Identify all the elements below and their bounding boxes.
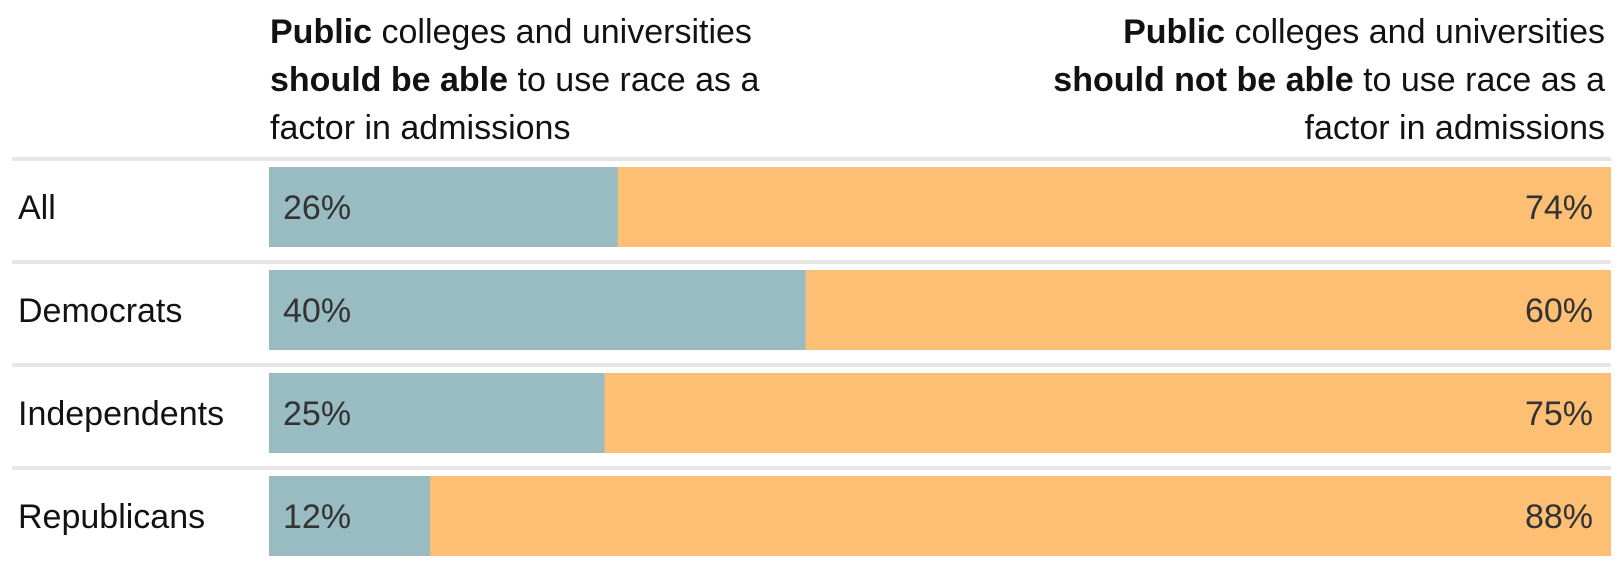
- bar-republicans-should-be-able: [269, 476, 431, 556]
- row-label-democrats: Democrats: [18, 292, 182, 330]
- header-right-text3: factor in admissions: [1304, 109, 1605, 147]
- row-separator: [12, 260, 1611, 264]
- row-label-independents: Independents: [18, 395, 224, 433]
- value-label-all-should-be-able: 26%: [283, 189, 351, 227]
- bar-independents-should-not-be-able: [604, 373, 1611, 453]
- value-label-democrats-should-not-be-able: 60%: [1525, 292, 1593, 330]
- bar-all-should-be-able: [269, 167, 618, 247]
- bar-democrats-should-not-be-able: [805, 270, 1611, 350]
- row-label-all: All: [18, 189, 56, 227]
- bar-all-should-not-be-able: [617, 167, 1611, 247]
- row-separator: [12, 466, 1611, 470]
- header-left-text3: factor in admissions: [270, 109, 571, 147]
- value-label-democrats-should-be-able: 40%: [283, 292, 351, 330]
- bar-republicans-should-not-be-able: [430, 476, 1611, 556]
- row-separator: [12, 363, 1611, 367]
- value-label-republicans-should-not-be-able: 88%: [1525, 498, 1593, 536]
- header-right-text2: to use race as a: [1353, 61, 1605, 99]
- header-left-text2: to use race as a: [508, 61, 760, 99]
- header-left-text1: colleges and universities: [372, 13, 752, 51]
- header-left-bold-should-be-able: should be able: [270, 61, 509, 99]
- value-label-all-should-not-be-able: 74%: [1525, 189, 1593, 227]
- bar-democrats-should-be-able: [269, 270, 806, 350]
- value-label-independents-should-be-able: 25%: [283, 395, 351, 433]
- header-right-text1: colleges and universities: [1225, 13, 1605, 51]
- header-should-not-be-able: Public colleges and universities should …: [965, 8, 1605, 152]
- header-right-bold-public: Public: [1123, 13, 1226, 51]
- value-label-independents-should-not-be-able: 75%: [1525, 395, 1593, 433]
- value-label-republicans-should-be-able: 12%: [283, 498, 351, 536]
- row-label-republicans: Republicans: [18, 498, 205, 536]
- bar-independents-should-be-able: [269, 373, 605, 453]
- header-right-bold-should-not-be-able: should not be able: [1053, 61, 1354, 99]
- row-separator: [12, 157, 1611, 161]
- header-should-be-able: Public colleges and universities should …: [270, 8, 850, 152]
- header-left-bold-public: Public: [270, 13, 373, 51]
